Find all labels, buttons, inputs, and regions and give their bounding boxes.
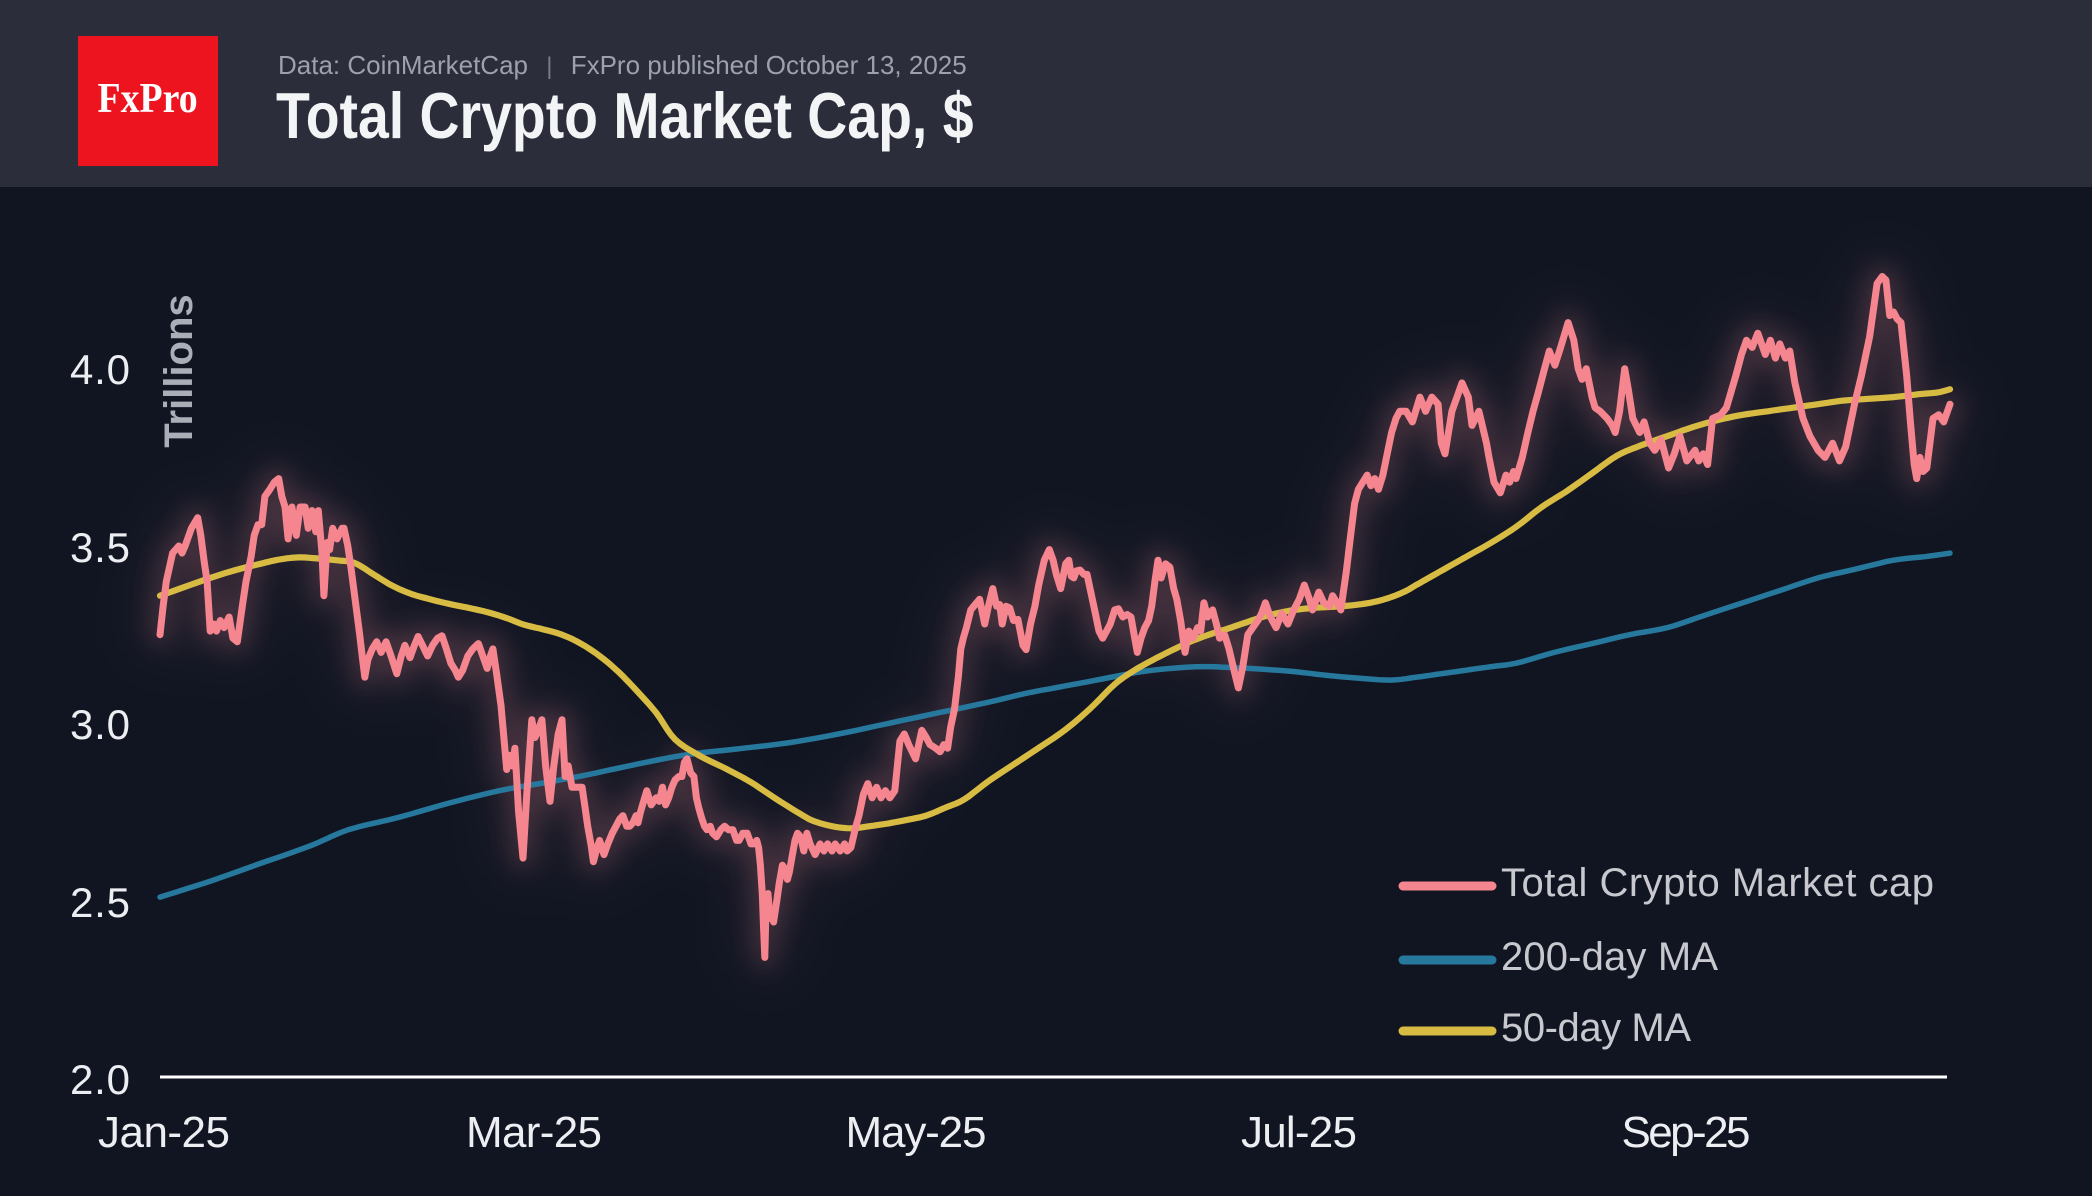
svg-text:2.0: 2.0 (70, 1056, 130, 1103)
svg-text:200-day MA: 200-day MA (1501, 935, 1718, 979)
svg-text:Trillions: Trillions (157, 294, 201, 447)
svg-text:May-25: May-25 (846, 1108, 987, 1157)
svg-text:Sep-25: Sep-25 (1622, 1108, 1751, 1157)
svg-text:Mar-25: Mar-25 (466, 1108, 602, 1157)
svg-text:Total Crypto Market cap: Total Crypto Market cap (1501, 861, 1934, 905)
svg-text:2.5: 2.5 (70, 879, 130, 926)
svg-text:3.5: 3.5 (70, 524, 130, 571)
svg-text:3.0: 3.0 (70, 701, 130, 748)
svg-text:50-day MA: 50-day MA (1501, 1006, 1691, 1050)
svg-text:Jan-25: Jan-25 (98, 1108, 230, 1157)
svg-text:4.0: 4.0 (70, 346, 130, 393)
svg-text:Jul-25: Jul-25 (1241, 1108, 1357, 1157)
